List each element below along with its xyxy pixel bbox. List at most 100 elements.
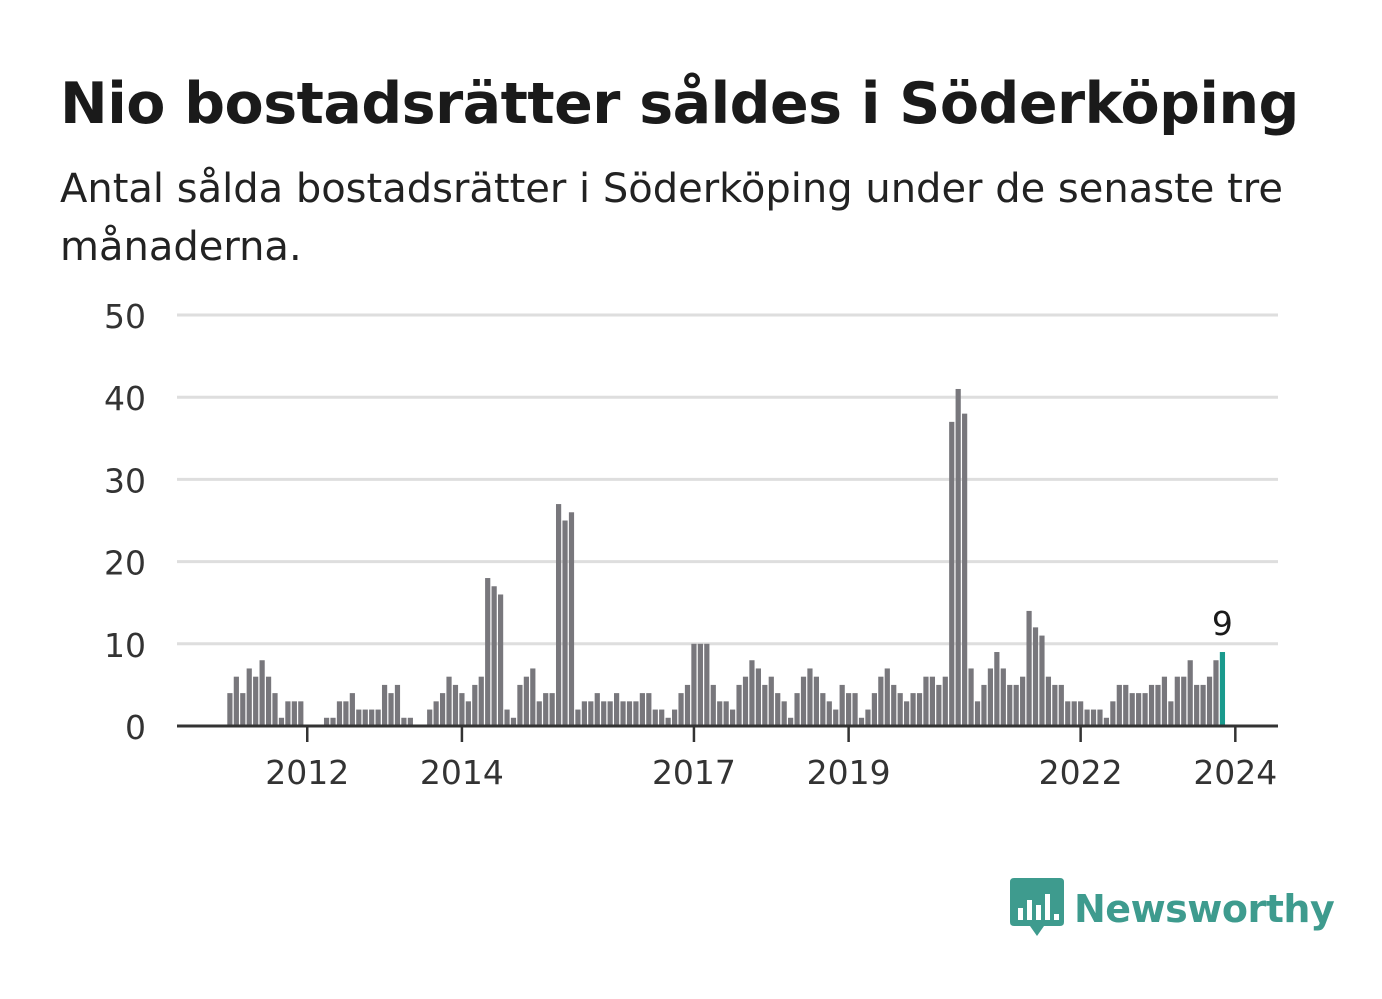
bar — [1103, 717, 1110, 726]
newsworthy-logo-icon — [1010, 878, 1064, 936]
bar — [684, 684, 691, 726]
axes: 0 10 20 30 40 50 9 2012 2014 2017 2019 2022 2024 — [104, 297, 1278, 792]
bar — [1200, 684, 1206, 726]
bar — [1187, 660, 1193, 726]
bar — [794, 693, 800, 726]
bar — [233, 676, 239, 726]
bar — [394, 684, 401, 726]
bar — [1136, 693, 1142, 726]
bar — [530, 668, 536, 726]
bar — [962, 413, 968, 726]
bar — [749, 660, 755, 726]
bar — [240, 693, 246, 726]
bar — [427, 709, 433, 726]
bar — [1116, 684, 1122, 726]
bar — [839, 684, 845, 726]
bar — [356, 709, 362, 726]
bar — [1213, 660, 1219, 726]
bar — [884, 668, 890, 726]
bar — [1194, 684, 1200, 726]
bar — [820, 693, 826, 726]
bar — [736, 684, 742, 726]
bar — [646, 693, 652, 726]
bar — [614, 693, 620, 726]
bar — [349, 693, 355, 726]
bar — [1155, 684, 1161, 726]
bar-chart: 0 10 20 30 40 50 9 2012 2014 2017 2019 2022 2024 — [104, 297, 1278, 792]
bar — [1090, 709, 1097, 726]
bar — [1013, 684, 1019, 726]
bar — [1020, 676, 1026, 726]
bar — [994, 652, 1000, 726]
bar — [672, 709, 678, 726]
bar — [362, 709, 368, 726]
bar — [762, 684, 768, 726]
bar — [298, 701, 304, 726]
bar — [491, 586, 497, 726]
bar — [916, 693, 923, 726]
bar — [343, 701, 349, 726]
bar — [485, 578, 491, 726]
bar — [768, 676, 774, 726]
highlight-value-label: 9 — [1212, 604, 1233, 643]
bar — [1071, 701, 1077, 726]
bar — [1097, 709, 1103, 726]
x-tick-label: 2012 — [265, 753, 349, 792]
bar — [1052, 684, 1058, 726]
bar — [981, 684, 987, 726]
bar — [1065, 701, 1071, 726]
x-tick-label: 2022 — [1039, 753, 1123, 792]
bar — [1161, 676, 1168, 726]
bar — [987, 668, 994, 726]
bar — [929, 676, 936, 726]
bar — [1168, 701, 1174, 726]
bar — [955, 388, 961, 726]
chart-subtitle: Antal sålda bostadsrätter i Söderköping … — [60, 166, 1283, 270]
bar — [813, 676, 819, 726]
bar — [1129, 693, 1135, 726]
bar — [497, 594, 504, 726]
bar — [549, 693, 555, 726]
bar — [755, 668, 761, 726]
bar — [601, 701, 607, 726]
bar — [974, 701, 981, 726]
bar — [691, 643, 697, 726]
bar — [858, 717, 865, 726]
bar — [375, 709, 381, 726]
bar — [472, 684, 478, 726]
newsworthy-logo: Newsworthy — [1010, 878, 1335, 940]
bar — [910, 693, 916, 726]
bar — [517, 684, 523, 726]
bar — [697, 643, 703, 726]
bar — [942, 676, 948, 726]
bar — [588, 701, 594, 726]
x-tick-label: 2019 — [807, 753, 891, 792]
bar — [1058, 684, 1064, 726]
bar — [1000, 668, 1006, 726]
bars — [227, 388, 1226, 726]
bar — [452, 684, 459, 726]
bar — [923, 676, 929, 726]
bar — [620, 701, 626, 726]
bar — [439, 693, 446, 726]
bar — [826, 701, 832, 726]
bar — [291, 701, 297, 726]
bar — [968, 668, 974, 726]
bar — [678, 693, 684, 726]
bar — [833, 709, 839, 726]
bar — [1045, 676, 1052, 726]
bar — [904, 701, 910, 726]
bar — [607, 701, 613, 726]
bar — [730, 709, 736, 726]
bar — [936, 684, 942, 726]
bar — [388, 693, 394, 726]
bar — [626, 701, 633, 726]
bar — [562, 520, 568, 726]
bar — [891, 684, 897, 726]
bar — [381, 684, 388, 726]
bar — [1026, 610, 1032, 726]
bar — [1148, 684, 1155, 726]
bar — [659, 709, 665, 726]
bar — [1206, 676, 1213, 726]
bar — [478, 676, 484, 726]
